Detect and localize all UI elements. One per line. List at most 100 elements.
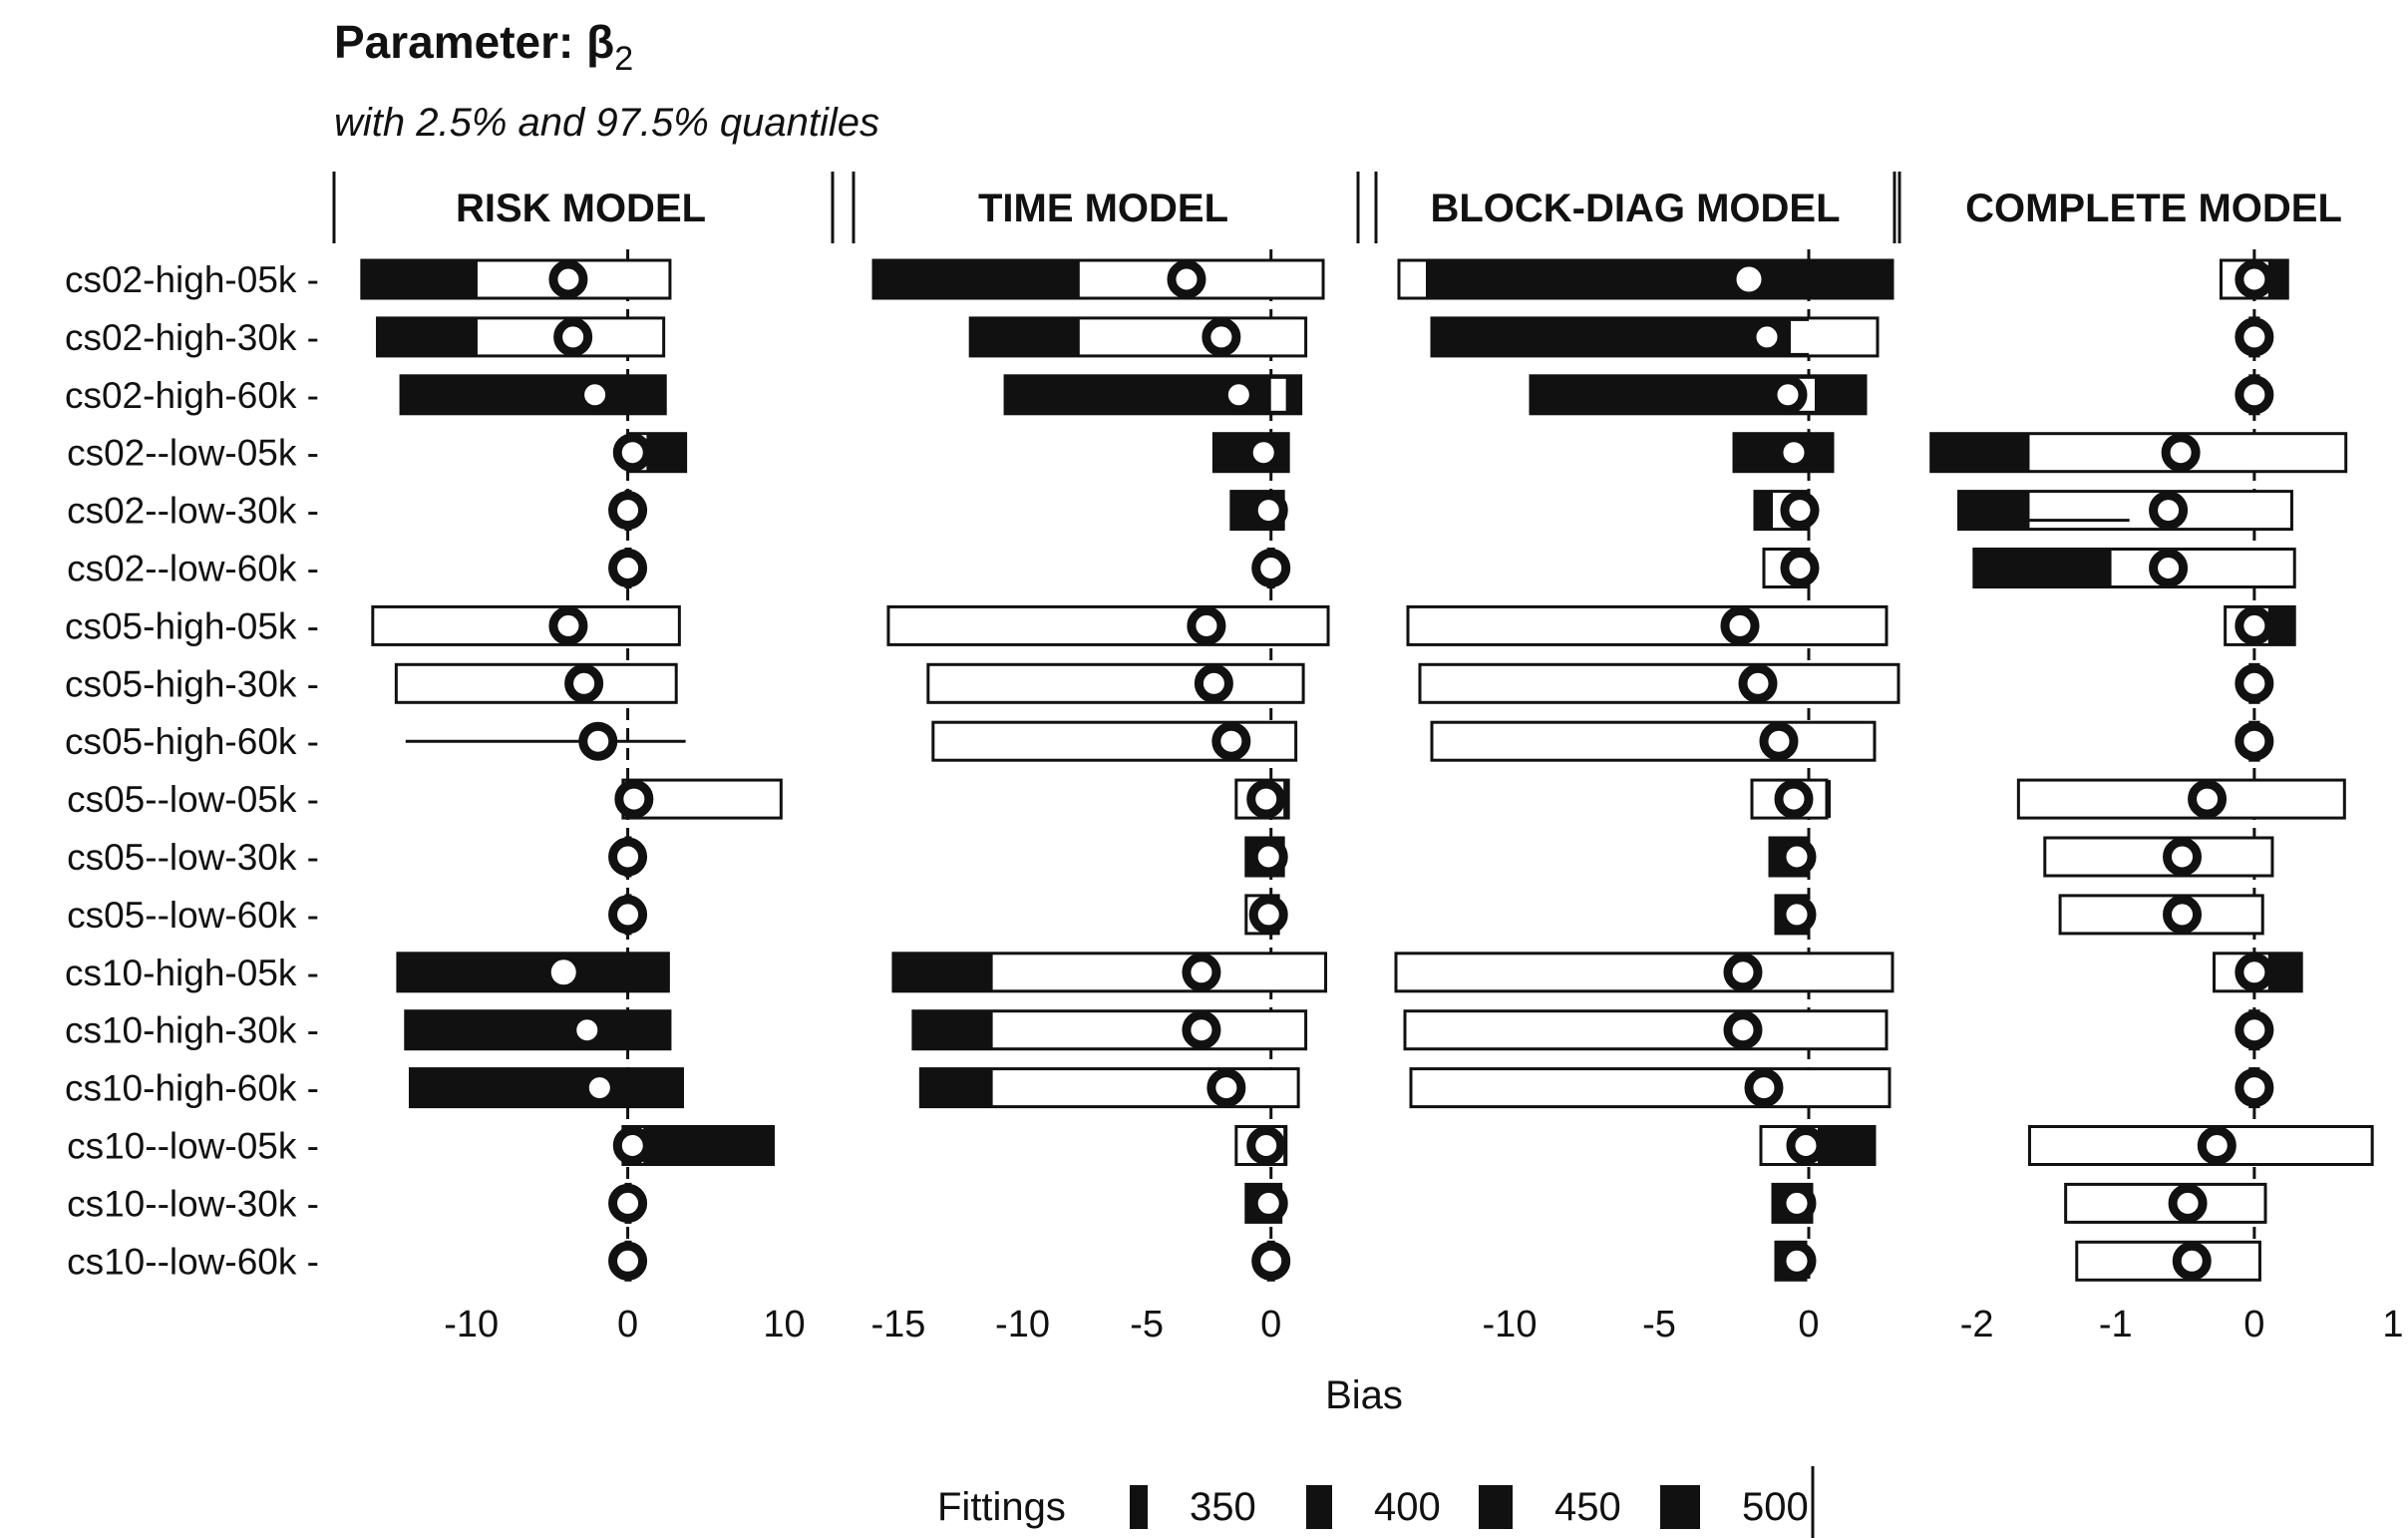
mean-marker <box>1759 721 1799 761</box>
mean-marker <box>578 721 618 761</box>
filled-interval-segment <box>1755 491 1773 530</box>
quantile-interval-bar <box>371 604 681 646</box>
mean-marker <box>1720 605 1760 645</box>
mean-marker <box>2188 779 2228 819</box>
chart-title: Parameter: β2 <box>334 16 633 78</box>
quantile-interval-bar <box>1406 604 1889 646</box>
filled-interval-segment <box>1426 260 1892 298</box>
legend-key-swatch <box>1306 1485 1332 1529</box>
mean-marker <box>608 837 648 877</box>
mean-marker <box>1194 663 1233 703</box>
mean-marker <box>2235 953 2274 992</box>
mean-marker <box>2235 721 2274 761</box>
filled-interval-segment <box>892 953 993 991</box>
quantile-interval-bar <box>2043 836 2274 878</box>
quantile-interval-bar <box>926 662 1305 704</box>
mean-marker <box>608 895 648 935</box>
x-tick-label: 10 <box>763 1304 805 1346</box>
mean-marker <box>1251 1241 1291 1281</box>
row-labels-group: cs02-high-05k - cs02-high-30k - cs02-high-… <box>65 259 319 1282</box>
mean-marker <box>1747 317 1787 357</box>
mean-marker <box>564 663 604 703</box>
mean-marker <box>1251 549 1291 587</box>
mean-marker <box>1723 1010 1763 1050</box>
mean-marker <box>608 549 648 587</box>
mean-marker <box>1246 779 1286 819</box>
row-label: cs10-high-60k - <box>65 1068 319 1109</box>
quantile-interval-bar <box>1430 720 1877 762</box>
mean-marker <box>2235 259 2274 299</box>
mean-marker <box>608 1241 648 1281</box>
mean-marker <box>1211 721 1251 761</box>
row-label: cs02--low-05k - <box>67 433 319 474</box>
mean-marker <box>1182 953 1221 992</box>
x-tick-label: -10 <box>1483 1304 1538 1346</box>
filled-interval-segment <box>920 1068 993 1107</box>
quantile-interval-bar <box>2075 1240 2261 1282</box>
x-axis-label: Bias <box>1325 1373 1403 1417</box>
mean-marker <box>2235 1068 2274 1108</box>
quantile-interval-bar <box>1418 662 1900 704</box>
row-label: cs10-high-30k - <box>65 1010 319 1051</box>
mean-marker <box>2149 491 2189 531</box>
mean-marker <box>1167 259 1206 299</box>
row-label: cs05--low-30k - <box>67 837 319 878</box>
panel-2: TIME MODEL -15 -10 -5 0 <box>852 172 1360 1346</box>
quantile-interval-bar <box>1409 1067 1892 1109</box>
filled-interval-segment <box>643 1126 774 1165</box>
mean-marker <box>1187 605 1226 645</box>
mean-marker <box>2235 605 2274 645</box>
legend-entry-label: 400 <box>1374 1485 1441 1529</box>
filled-interval-segment <box>2267 260 2288 298</box>
quantile-interval-bar <box>2064 1182 2267 1224</box>
row-label: cs10-high-05k - <box>65 953 319 993</box>
filled-interval-segment <box>873 260 1080 298</box>
x-tick-label: -10 <box>444 1304 499 1346</box>
filled-interval-segment <box>970 317 1080 356</box>
mean-marker <box>2168 1183 2208 1223</box>
filled-interval-segment <box>646 433 686 472</box>
mean-marker <box>608 1183 648 1223</box>
chart-subtitle: with 2.5% and 97.5% quantiles <box>334 101 879 145</box>
x-tick-label: -2 <box>1960 1304 1994 1346</box>
mean-marker <box>548 605 588 645</box>
legend-key-swatch <box>1660 1485 1700 1529</box>
mean-marker <box>2163 837 2203 877</box>
quantile-interval-bar <box>2058 894 2264 936</box>
filled-interval-segment <box>377 317 478 356</box>
legend-entry-label: 350 <box>1190 1485 1256 1529</box>
mean-marker <box>2235 317 2274 357</box>
panel-strip-label: BLOCK-DIAG MODEL <box>1430 187 1840 230</box>
x-tick-label: 1 <box>2382 1304 2403 1346</box>
mean-marker <box>2235 663 2274 703</box>
mean-marker <box>548 259 588 299</box>
mean-marker <box>1248 837 1288 877</box>
mean-marker <box>1777 837 1817 877</box>
legend-entry-label: 500 <box>1742 1485 1809 1529</box>
filled-interval-segment <box>1930 433 2030 472</box>
row-label: cs02-high-60k - <box>65 375 319 416</box>
mean-marker <box>1218 375 1258 415</box>
row-label: cs05--low-05k - <box>67 779 319 820</box>
mean-marker <box>545 955 581 990</box>
row-label: cs02-high-05k - <box>65 259 319 300</box>
mean-marker <box>1206 1068 1246 1108</box>
panel-strip-label: TIME MODEL <box>978 187 1228 230</box>
mean-marker <box>2235 375 2274 415</box>
row-label: cs10--low-30k - <box>67 1183 319 1224</box>
mean-marker <box>1780 549 1820 587</box>
mean-marker <box>1248 491 1288 531</box>
filled-interval-segment <box>1432 317 1809 356</box>
filled-interval-segment <box>401 375 666 414</box>
x-tick-label: -5 <box>1642 1304 1676 1346</box>
mean-marker <box>1780 491 1820 531</box>
x-tick-label: 0 <box>1798 1304 1819 1346</box>
mean-marker <box>1731 261 1767 297</box>
mean-marker <box>1182 1010 1221 1050</box>
x-tick-label: 0 <box>2243 1304 2264 1346</box>
x-tick-label: -5 <box>1130 1304 1164 1346</box>
filled-interval-segment <box>361 260 478 298</box>
x-tick-label: 0 <box>1260 1304 1281 1346</box>
